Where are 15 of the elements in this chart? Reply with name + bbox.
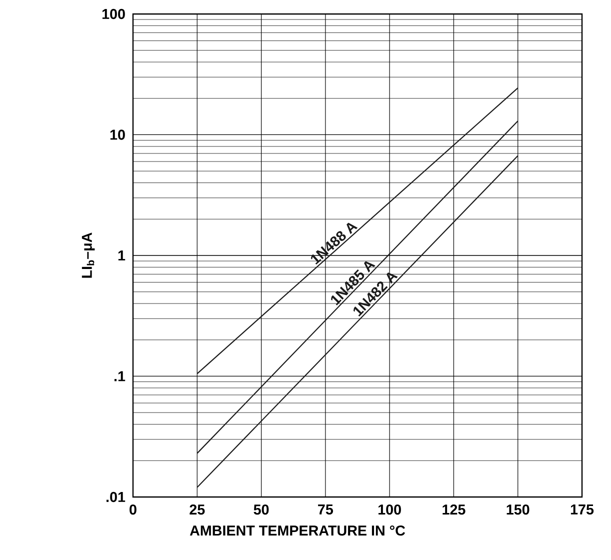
x-tick-label: 150 xyxy=(506,504,530,515)
y-tick-label: 10 xyxy=(110,130,125,140)
y-axis-title: LI$_{b}$–μA xyxy=(82,232,95,278)
x-tick-label: 175 xyxy=(570,504,594,514)
x-tick-label: 125 xyxy=(442,504,466,515)
y-tick-label: 1 xyxy=(118,250,126,260)
x-tick-label: 25 xyxy=(190,504,205,515)
x-tick-label: 0 xyxy=(130,504,136,515)
x-tick-label: 50 xyxy=(254,504,269,515)
x-tick-label: 100 xyxy=(378,504,401,515)
y-tick-label: .1 xyxy=(114,371,126,382)
y-tick-label: 100 xyxy=(102,8,125,20)
x-tick-label: 75 xyxy=(318,504,334,514)
y-tick-label: .01 xyxy=(106,492,126,502)
x-axis-title: AMBIENT TEMPERATURE IN °C xyxy=(190,525,406,536)
